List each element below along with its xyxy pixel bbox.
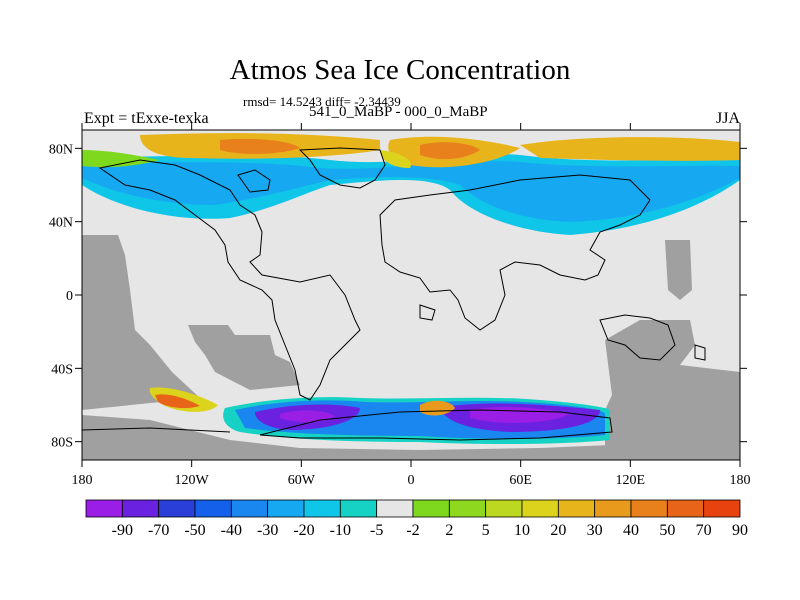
colorbar-label: 90 (732, 522, 748, 539)
lat-tick-label: 80N (49, 142, 73, 157)
colorbar-label: 5 (482, 522, 490, 539)
plot-subtitle: 541_0_MaBP - 000_0_MaBP (309, 104, 488, 120)
plot-title: Atmos Sea Ice Concentration (229, 54, 571, 86)
colorbar-swatch (521, 499, 559, 518)
colorbar-label: 30 (587, 522, 603, 539)
missing-data-regions (82, 235, 740, 460)
lat-tick-label: 0 (66, 289, 73, 304)
colorbar-label: 70 (696, 522, 712, 539)
coastlines (82, 147, 706, 441)
colorbar-swatch (666, 499, 705, 518)
colorbar-swatch (448, 499, 487, 518)
colorbar-label: -20 (293, 522, 314, 539)
colorbar-label: -10 (330, 522, 351, 539)
colorbar-label: 20 (550, 522, 566, 539)
lon-tick-label: 180 (730, 473, 751, 488)
lat-tick-label: 40S (51, 362, 73, 377)
colorbar-label: 2 (445, 522, 453, 539)
colorbar-swatch (485, 499, 523, 518)
arctic-anomaly (82, 130, 740, 235)
colorbar-swatch (630, 499, 668, 518)
colorbar-label: -70 (148, 522, 169, 539)
season-label: JJA (715, 110, 740, 127)
colorbar-swatch (376, 499, 414, 518)
colorbar-swatch (267, 499, 305, 518)
colorbar-label: -2 (406, 522, 419, 539)
colorbar-swatch (85, 499, 123, 518)
colorbar-label: 50 (659, 522, 675, 539)
colorbar-label: 40 (623, 522, 639, 539)
colorbar-label: -30 (257, 522, 278, 539)
colorbar-label: -5 (370, 522, 383, 539)
lon-tick-label: 120E (616, 473, 646, 488)
lon-tick-label: 60W (288, 473, 316, 488)
colorbar-swatch (412, 499, 450, 518)
colorbar-swatch (158, 499, 196, 518)
colorbar-swatch (230, 499, 269, 518)
stats-line: rmsd= 14.5243 diff= -2.34439 (243, 94, 401, 109)
colorbar-swatch (557, 499, 596, 518)
colorbar-label: -40 (221, 522, 242, 539)
colorbar-swatch (339, 499, 378, 518)
lon-tick-label: 180 (72, 473, 93, 488)
lat-tick-label: 80S (51, 436, 73, 451)
antarctic-anomaly (149, 387, 610, 445)
colorbar-swatch (194, 499, 232, 518)
colorbar-swatch (594, 499, 632, 518)
experiment-label: Expt = tExxe-texka (84, 110, 209, 127)
colorbar: -90 -70 -50 -40 -30 -20 -10 -5 -2 2 5 10 20 30 40 50 70 9… (85, 499, 748, 539)
longitude-axis: 180 120W 60W 0 60E 120E 180 (72, 123, 751, 488)
colorbar-label: -50 (184, 522, 205, 539)
colorbar-swatch (703, 499, 741, 518)
lon-tick-label: 60E (509, 473, 532, 488)
lat-tick-label: 40N (49, 216, 73, 231)
latitude-axis: 80N 40N 0 40S 80S (49, 142, 747, 451)
colorbar-label: 10 (514, 522, 530, 539)
map-field (82, 130, 740, 460)
colorbar-swatch (121, 499, 160, 518)
lon-tick-label: 0 (408, 473, 415, 488)
colorbar-label: -90 (112, 522, 133, 539)
colorbar-swatch (303, 499, 341, 518)
lon-tick-label: 120W (175, 473, 210, 488)
